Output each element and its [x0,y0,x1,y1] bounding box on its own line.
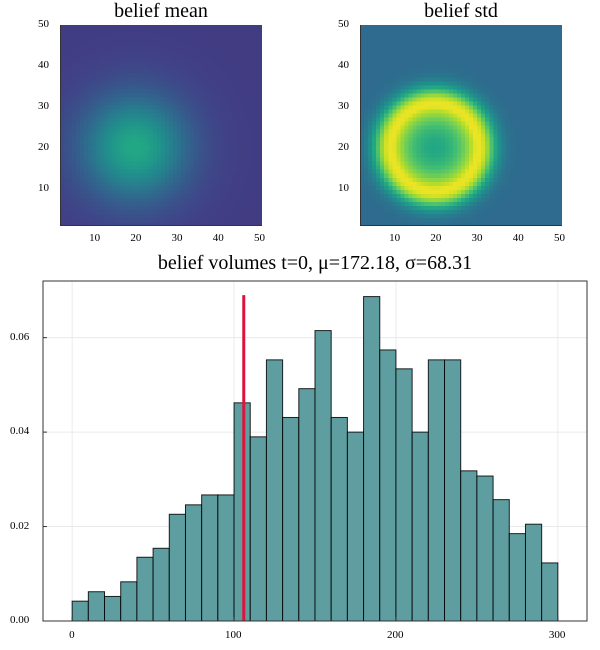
y-tick-label: 50 [338,18,349,30]
x-tick-label: 10 [89,232,101,244]
x-tick-label: 300 [548,629,566,641]
histogram-bar [104,595,122,622]
histogram-bar [379,349,397,622]
histogram-bar [541,562,559,622]
histogram-bar [427,359,446,622]
y-tick-label: 50 [38,18,49,30]
histogram-bar [524,523,543,622]
histogram-bar [265,359,284,622]
y-tick-label: 20 [338,141,349,154]
y-tick-label: 30 [338,100,349,113]
x-tick-label: 10 [389,232,401,244]
histogram-bar [184,504,203,622]
histogram-bar [249,436,267,622]
histogram-bar [330,416,348,622]
y-tick-label: 0.04 [10,425,30,438]
heatmap-std-canvas [360,25,562,226]
histogram-bar [201,494,219,622]
y-tick-label: 0.02 [10,519,30,532]
x-tick-label: 20 [430,232,442,244]
histogram-bar [120,581,138,622]
x-tick-label: 30 [471,232,483,244]
y-tick-label: 10 [338,182,349,195]
histogram-bar [476,475,494,622]
heatmap-mean-canvas [60,25,262,226]
histogram-bar [298,388,316,622]
heatmap-mean-title: belief mean [114,0,208,22]
x-tick-label: 0 [69,629,75,641]
y-tick-label: 40 [338,59,349,72]
histogram-bar [460,470,478,622]
histogram-bar [411,431,429,622]
histogram-bar [217,494,235,622]
y-tick-label: 40 [38,59,49,72]
histogram-bar [168,513,186,622]
histogram-bar [346,431,365,622]
y-tick-label: 0.06 [10,330,30,343]
x-tick-label: 30 [171,232,183,244]
histogram-bar [282,416,300,622]
histogram-bar [152,547,170,622]
x-tick-label: 20 [130,232,142,244]
y-tick-label: 10 [38,182,49,195]
histogram-bar [233,402,251,622]
x-tick-label: 50 [254,232,265,244]
histogram-bar [314,330,332,622]
y-tick-label: 0.00 [10,614,30,626]
histogram-bar [508,533,526,622]
x-tick-label: 40 [212,232,224,244]
histogram-bar [492,499,510,622]
x-tick-label: 100 [225,629,242,641]
histogram-bar [136,556,154,622]
heatmap-mean-frame [60,25,262,226]
x-tick-label: 200 [386,629,404,641]
histogram-bar [444,359,462,622]
heatmap-std-title: belief std [424,0,498,22]
histogram-bar [87,591,106,622]
histogram-bar [395,368,413,622]
histogram-bar [363,296,381,622]
y-tick-label: 30 [38,100,49,113]
x-tick-label: 40 [512,232,524,244]
plot-frame [42,280,588,622]
y-tick-label: 20 [38,141,49,154]
heatmap-std-frame [360,25,562,226]
histogram-bar [71,600,89,622]
x-tick-label: 50 [554,232,565,244]
histogram-title: belief volumes t=0, μ=172.18, σ=68.31 [157,252,473,274]
